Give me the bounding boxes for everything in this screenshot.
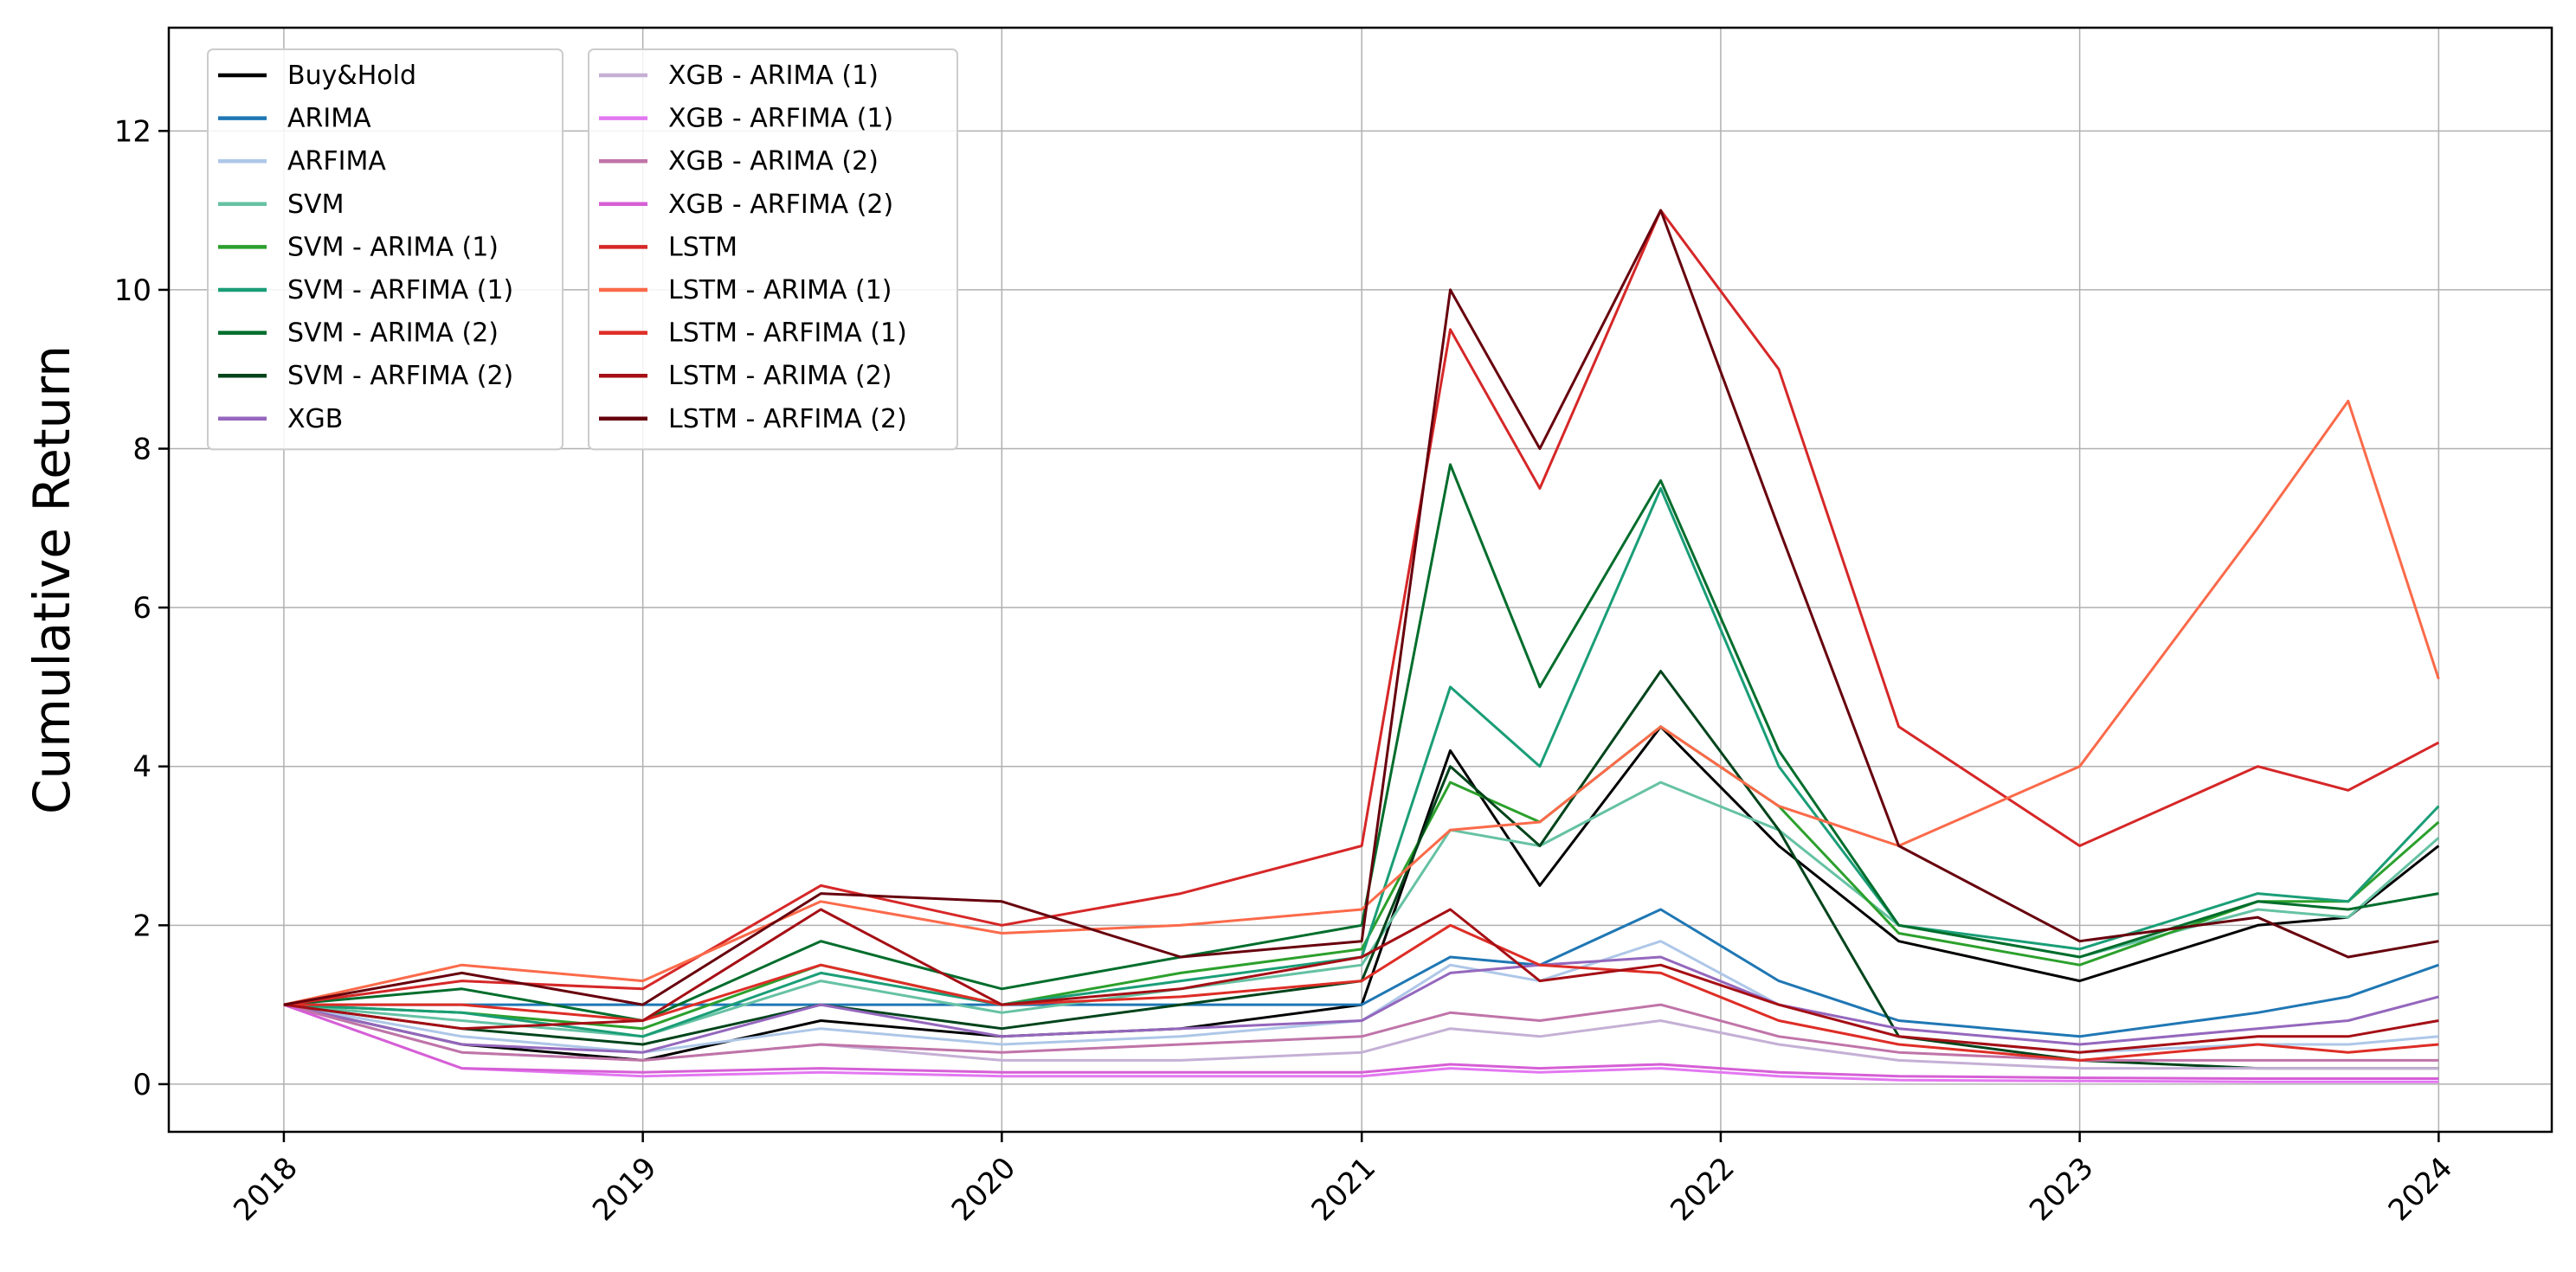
plot-frame — [167, 26, 2553, 1134]
x-tick-label-2024: 2024 — [2382, 1151, 2459, 1228]
legend-label-3: SVM — [287, 190, 344, 220]
series-line-13 — [283, 209, 2439, 1006]
x-tick-label-2019: 2019 — [586, 1151, 663, 1228]
legend-label-0: Buy&Hold — [287, 61, 416, 91]
y-axis-title: Cumulative Return — [23, 345, 81, 814]
legend-box-1 — [588, 48, 958, 451]
legend: Buy&Hold ARIMA ARFIMA SVM SVM - ARIMA (1) SVM… — [207, 48, 958, 451]
series-line-12 — [283, 1003, 2439, 1080]
y-axis: 0 2 4 6 8 10 12 — [114, 114, 169, 1102]
series-line-4 — [283, 725, 2440, 1031]
series-line-11 — [283, 1003, 2439, 1062]
legend-label-13: LSTM — [668, 232, 737, 262]
legend-label-6: SVM - ARIMA (2) — [287, 318, 499, 349]
legend-label-12: XGB - ARFIMA (2) — [668, 190, 893, 220]
series-line-17 — [283, 209, 2439, 1006]
x-tick-label-2020: 2020 — [945, 1151, 1022, 1228]
legend-label-9: XGB - ARIMA (1) — [668, 61, 879, 91]
legend-label-2: ARFIMA — [287, 146, 386, 177]
x-axis: 2018 2019 2020 2021 2022 2023 2024 — [227, 1132, 2459, 1228]
series-line-2 — [283, 940, 2439, 1054]
grid-lines — [169, 28, 2552, 1132]
series-line-10 — [283, 1003, 2439, 1083]
legend-label-10: XGB - ARFIMA (1) — [668, 104, 893, 134]
y-tick-label-2: 2 — [132, 909, 151, 943]
legend-box-0 — [207, 48, 564, 451]
y-tick-label-0: 0 — [132, 1068, 151, 1102]
x-tick-label-2018: 2018 — [227, 1151, 304, 1228]
series-line-16 — [283, 908, 2439, 1054]
legend-label-17: LSTM - ARFIMA (2) — [668, 404, 907, 434]
legend-label-5: SVM - ARFIMA (1) — [287, 275, 513, 305]
y-tick-label-12: 12 — [114, 114, 151, 149]
x-tick-label-2022: 2022 — [1664, 1151, 1741, 1228]
series-line-5 — [283, 486, 2440, 1038]
legend-label-7: SVM - ARFIMA (2) — [287, 361, 513, 391]
series-line-7 — [283, 670, 2439, 1070]
legend-label-8: XGB — [287, 404, 343, 434]
legend-label-15: LSTM - ARFIMA (1) — [668, 318, 907, 349]
legend-label-1: ARIMA — [287, 104, 371, 134]
y-tick-label-8: 8 — [132, 433, 151, 467]
series-line-8 — [283, 955, 2439, 1054]
legend-label-14: LSTM - ARIMA (1) — [668, 275, 892, 305]
series-line-14 — [283, 400, 2440, 1006]
x-tick-label-2023: 2023 — [2023, 1151, 2100, 1228]
y-tick-label-6: 6 — [132, 591, 151, 626]
legend-label-16: LSTM - ARIMA (2) — [668, 361, 892, 391]
legend-label-11: XGB - ARIMA (2) — [668, 146, 879, 177]
y-tick-label-10: 10 — [114, 273, 151, 308]
y-tick-label-4: 4 — [132, 750, 151, 785]
series-lines — [283, 209, 2440, 1083]
x-tick-label-2021: 2021 — [1305, 1151, 1382, 1228]
legend-label-4: SVM - ARIMA (1) — [287, 232, 499, 262]
